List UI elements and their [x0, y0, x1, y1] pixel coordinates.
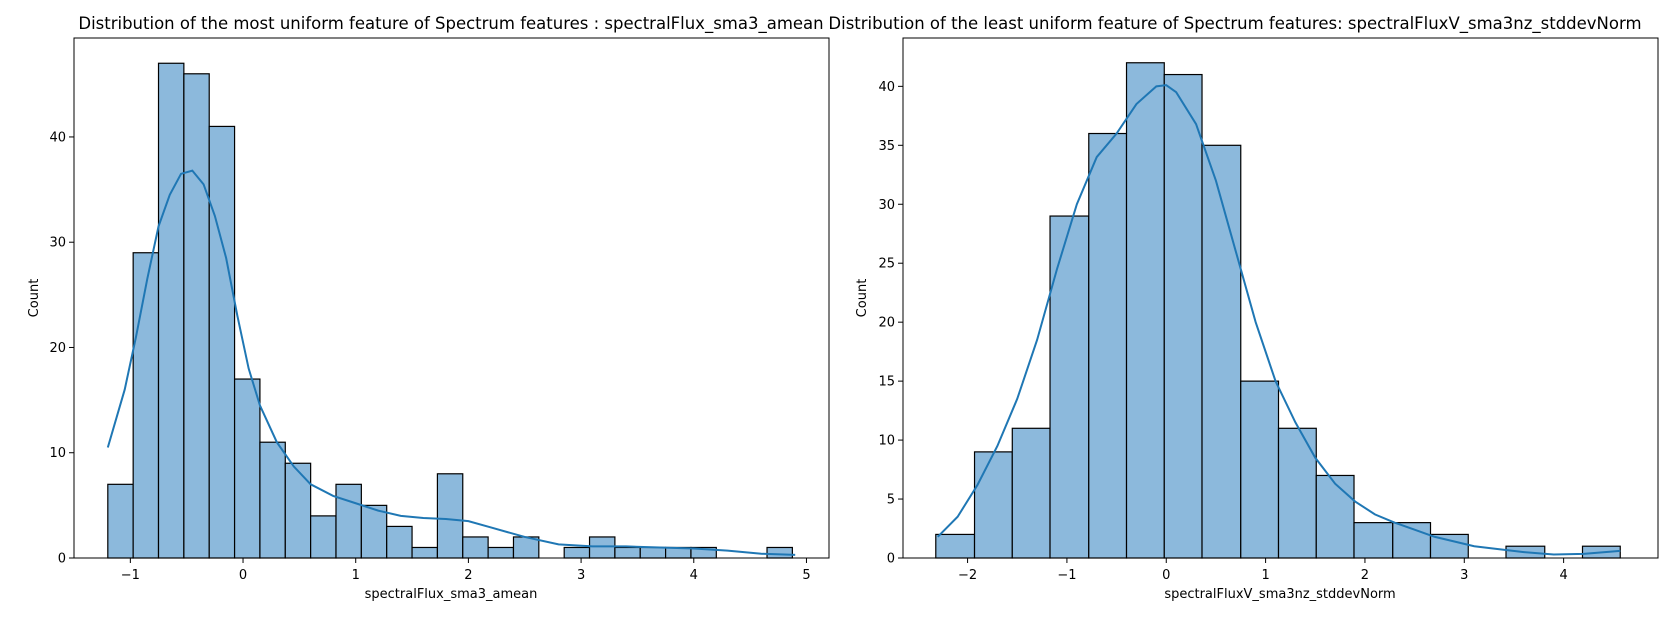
histogram-bar [487, 546, 515, 559]
histogram-bar [1315, 474, 1355, 559]
y-tick-label: 0 [887, 552, 895, 567]
histogram-bar [284, 462, 312, 559]
y-tick-label: 40 [49, 130, 66, 145]
histogram-bar [766, 546, 793, 559]
x-axis-label: spectralFlux_sma3_amean [365, 587, 538, 602]
x-ticks: −1 0 1 2 3 4 5 [121, 558, 811, 583]
histogram-bar [1011, 427, 1051, 559]
histogram-bar [107, 483, 134, 559]
y-tick-label: 30 [878, 198, 895, 213]
y-axis-label: Count [855, 279, 870, 318]
x-tick-label: 1 [352, 568, 360, 583]
chart-title: Distribution of the least uniform featur… [828, 14, 1641, 34]
x-tick-label: 2 [464, 568, 472, 583]
x-tick-label: −2 [958, 568, 977, 583]
y-tick-label: 0 [58, 552, 66, 567]
chart-panel-right: Distribution of the least uniform featur… [828, 14, 1659, 602]
histogram-bar [132, 252, 160, 559]
x-ticks: −2 −1 0 1 2 3 4 [958, 558, 1568, 583]
histogram-bar [310, 515, 337, 559]
y-ticks: 0 10 20 30 40 [49, 130, 74, 567]
y-tick-label: 10 [878, 434, 895, 449]
kde-line [106, 169, 796, 556]
y-tick-label: 15 [878, 375, 895, 390]
y-tick-label: 5 [887, 493, 895, 508]
x-tick-label: 0 [239, 568, 247, 583]
y-tick-label: 10 [49, 446, 66, 461]
x-tick-label: 4 [1559, 568, 1567, 583]
x-tick-label: 3 [1460, 568, 1468, 583]
bars-layer [107, 62, 793, 559]
histogram-bar [335, 483, 362, 559]
histogram-bar [1125, 62, 1165, 559]
y-tick-label: 35 [878, 139, 895, 154]
histogram-bar [935, 533, 976, 559]
histogram-bar [1049, 215, 1090, 559]
histogram-bar [1201, 144, 1242, 559]
histogram-bar [157, 62, 185, 559]
y-axis-label: Count [27, 279, 42, 318]
histogram-bar [1088, 132, 1128, 559]
axes-frame [73, 37, 830, 559]
x-tick-label: 1 [1261, 568, 1269, 583]
x-tick-label: 4 [690, 568, 698, 583]
chart-panel-left: Distribution of the most uniform feature… [27, 14, 830, 602]
x-tick-label: 5 [802, 568, 810, 583]
y-tick-label: 40 [878, 80, 895, 95]
histogram-bar [462, 536, 489, 559]
histogram-bar [183, 73, 210, 559]
x-tick-label: −1 [121, 568, 140, 583]
histogram-bar [386, 525, 413, 559]
histogram-bar [360, 504, 388, 559]
x-axis-label: spectralFluxV_sma3nz_stddevNorm [1164, 587, 1395, 602]
histogram-bar [1353, 522, 1394, 559]
y-tick-label: 30 [49, 236, 66, 251]
y-tick-label: 25 [878, 257, 895, 272]
y-tick-label: 20 [878, 316, 895, 331]
y-ticks: 0 5 10 15 20 25 30 35 40 [878, 80, 903, 567]
histogram-bar [614, 546, 641, 559]
x-tick-label: −1 [1057, 568, 1076, 583]
chart-title: Distribution of the most uniform feature… [78, 14, 823, 34]
kde-line [937, 84, 1621, 556]
histogram-bar [973, 451, 1013, 559]
histogram-bar [233, 378, 261, 559]
x-tick-label: 3 [577, 568, 585, 583]
histogram-bar [208, 125, 236, 559]
histogram-bar [436, 473, 464, 559]
histogram-bar [639, 546, 667, 559]
x-tick-label: 0 [1162, 568, 1170, 583]
axes-frame [902, 37, 1659, 559]
histogram-bar [588, 536, 616, 559]
histogram-bar [259, 441, 286, 559]
histogram-bar [411, 546, 439, 559]
x-tick-label: 2 [1361, 568, 1369, 583]
y-tick-label: 20 [49, 341, 66, 356]
histogram-bar [563, 546, 591, 559]
histogram-bar [1163, 73, 1203, 559]
histogram-bar [1240, 380, 1280, 559]
